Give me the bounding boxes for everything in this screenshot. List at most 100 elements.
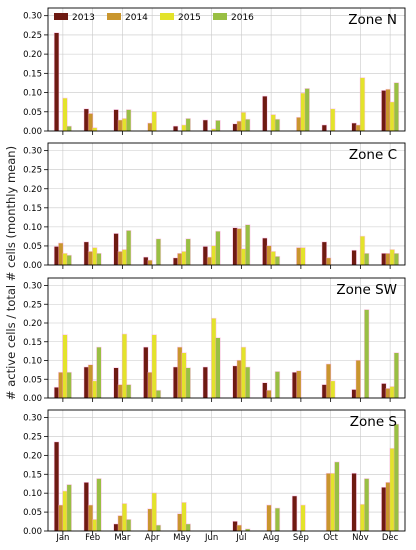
legend-label: 2013 — [72, 13, 95, 23]
bar-2013 — [203, 246, 208, 265]
x-tick-label: Jun — [204, 533, 218, 543]
bar-2014 — [118, 515, 123, 531]
bar-2015 — [390, 102, 395, 131]
bar-2014 — [296, 117, 301, 131]
bar-2013 — [322, 125, 327, 131]
x-tick-label: Dec — [382, 533, 399, 543]
bar-2016 — [156, 390, 161, 398]
plot-area — [48, 143, 405, 265]
bar-2013 — [54, 442, 59, 531]
bar-2016 — [126, 230, 131, 265]
legend-label: 2014 — [125, 13, 148, 23]
bar-2015 — [211, 245, 216, 265]
bar-2015 — [62, 491, 68, 531]
bar-2016 — [126, 109, 131, 131]
y-tick-label: 0.15 — [23, 69, 42, 79]
bar-2014 — [177, 253, 182, 265]
bar-2015 — [92, 127, 97, 131]
bar-2013 — [113, 109, 119, 131]
bar-2013 — [113, 368, 119, 398]
bar-2013 — [351, 389, 357, 398]
y-tick-label: 0.25 — [23, 166, 42, 176]
bar-2013 — [322, 384, 327, 398]
legend-swatch-2015 — [160, 13, 174, 20]
x-tick-label: Sep — [293, 533, 309, 543]
legend-swatch-2016 — [213, 13, 227, 20]
bar-2014 — [326, 473, 331, 531]
bar-2013 — [203, 367, 208, 398]
bar-2015 — [300, 247, 306, 265]
plot-area — [48, 278, 405, 398]
bar-2015 — [390, 448, 395, 531]
y-tick-label: 0.05 — [23, 108, 42, 118]
y-axis-label: # active cells / total # cells (monthly … — [4, 146, 18, 400]
bar-2015 — [62, 335, 68, 398]
bar-2016 — [275, 256, 280, 265]
bar-2014 — [385, 89, 391, 131]
bar-2016 — [96, 253, 102, 265]
bar-2014 — [326, 364, 331, 398]
legend-swatch-2013 — [54, 13, 68, 20]
bar-2016 — [186, 524, 191, 531]
bar-2013 — [143, 257, 148, 265]
bar-2014 — [118, 120, 123, 131]
bar-2013 — [351, 123, 357, 131]
bar-2016 — [156, 239, 161, 265]
y-tick-label: 0.20 — [23, 185, 42, 195]
chart-panel-2: 0.00 0.05 0.10 0.15 0.20 0.25 0.30 Zone C — [23, 142, 406, 271]
bar-2013 — [381, 90, 386, 131]
bar-2013 — [113, 233, 119, 265]
bar-2015 — [271, 114, 276, 131]
x-tick-label: Oct — [323, 533, 338, 543]
bar-2015 — [390, 249, 395, 265]
y-tick-label: 0.10 — [23, 223, 42, 233]
panel-title: Zone S — [350, 414, 397, 430]
bar-2016 — [245, 367, 250, 398]
plot-frame — [47, 7, 406, 132]
bar-2014 — [385, 253, 391, 265]
bar-2016 — [67, 126, 72, 131]
y-tick-label: 0.00 — [23, 394, 42, 404]
legend-swatch-2014 — [107, 13, 121, 20]
bar-2014 — [147, 509, 153, 531]
bar-2013 — [54, 387, 59, 398]
bar-2016 — [394, 82, 399, 131]
bar-2016 — [364, 309, 369, 398]
bar-2016 — [96, 478, 102, 531]
bar-2015 — [152, 493, 157, 531]
bar-2014 — [147, 372, 153, 398]
bar-2013 — [54, 246, 59, 265]
bar-2016 — [245, 224, 250, 265]
bar-2015 — [152, 111, 157, 131]
x-tick-label: Mar — [114, 533, 131, 543]
y-tick-label: 0.30 — [23, 147, 42, 157]
bar-2014 — [296, 371, 301, 398]
bar-2015 — [181, 502, 187, 531]
bar-2013 — [232, 228, 238, 265]
y-tick-label: 0.20 — [23, 50, 42, 60]
bar-2013 — [143, 347, 148, 398]
bar-2016 — [364, 478, 369, 531]
bar-2014 — [326, 258, 331, 265]
x-tick-label: Aug — [263, 533, 280, 543]
bar-2016 — [186, 368, 191, 398]
bar-2013 — [381, 487, 386, 531]
bar-2013 — [173, 126, 178, 131]
y-tick-label: 0.30 — [23, 12, 42, 22]
bar-2013 — [173, 367, 178, 398]
bar-2013 — [292, 372, 297, 398]
bar-2013 — [54, 32, 59, 131]
y-tick-label: 0.20 — [23, 319, 42, 329]
bar-2013 — [381, 253, 386, 265]
bar-2013 — [262, 96, 267, 131]
y-tick-label: 0.10 — [23, 489, 42, 499]
legend-label: 2016 — [231, 13, 254, 23]
bar-2016 — [334, 462, 340, 531]
bar-2016 — [394, 353, 399, 398]
bar-2015 — [181, 125, 187, 131]
bar-2016 — [156, 525, 161, 531]
y-tick-label: 0.25 — [23, 31, 42, 41]
bar-2015 — [92, 247, 97, 265]
